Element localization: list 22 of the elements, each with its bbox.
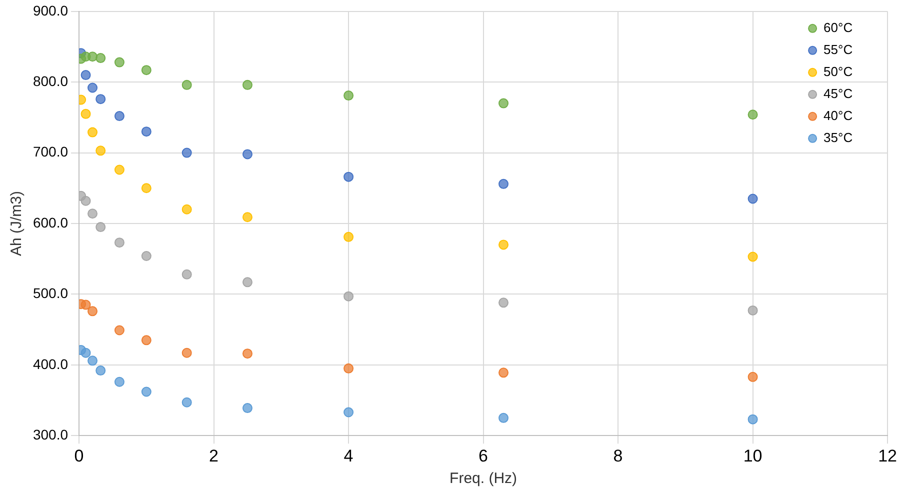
legend-label: 35°C bbox=[824, 130, 853, 145]
x-tick-label: 2 bbox=[209, 446, 219, 466]
x-tick-label: 12 bbox=[878, 446, 898, 466]
x-tick-label: 8 bbox=[613, 446, 623, 466]
x-tick-label: 6 bbox=[478, 446, 488, 466]
x-axis-title: Freq. (Hz) bbox=[450, 470, 518, 488]
legend-label: 60°C bbox=[824, 20, 853, 35]
y-tick-label: 600.0 bbox=[32, 214, 68, 230]
legend-label: 55°C bbox=[824, 42, 853, 57]
x-tick-label: 4 bbox=[344, 446, 354, 466]
legend-label: 40°C bbox=[824, 108, 853, 123]
y-tick-label: 300.0 bbox=[32, 426, 68, 442]
y-tick-label: 700.0 bbox=[32, 144, 68, 160]
y-axis-title: Ah (J/m3) bbox=[8, 190, 26, 256]
y-tick-label: 500.0 bbox=[32, 285, 68, 302]
x-tick-label: 10 bbox=[743, 446, 762, 466]
y-tick-label: 900.0 bbox=[32, 2, 68, 18]
x-tick-label: 0 bbox=[74, 446, 84, 466]
y-tick-label: 800.0 bbox=[32, 72, 68, 89]
y-tick-label: 400.0 bbox=[32, 356, 68, 372]
legend-label: 50°C bbox=[824, 64, 853, 79]
legend-label: 45°C bbox=[824, 86, 853, 101]
